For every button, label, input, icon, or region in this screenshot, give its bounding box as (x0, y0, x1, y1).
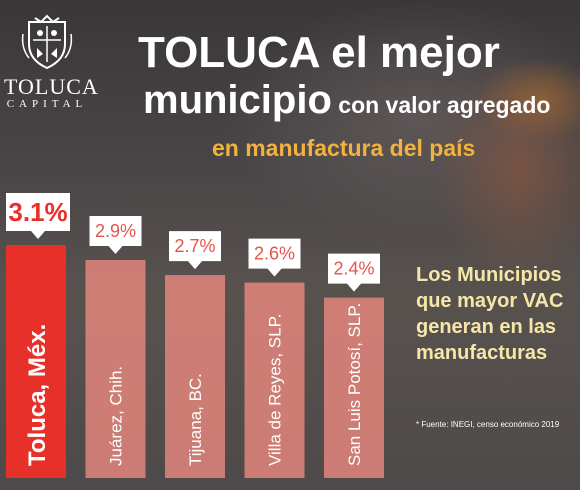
value-callout (6, 193, 70, 239)
category-label: Juárez, Chih. (107, 366, 126, 466)
headline-line-3: en manufactura del país (212, 135, 476, 161)
category-label: Tijuana, BC. (186, 373, 205, 466)
category-label: San Luis Potosí, SLP. (345, 303, 364, 466)
value-label: 2.9% (95, 221, 136, 241)
category-label: Villa de Reyes, SLP. (266, 314, 285, 466)
bar (324, 297, 384, 478)
value-label: 2.7% (174, 236, 215, 256)
side-caption-line: generan en las (416, 316, 557, 338)
value-callout (89, 216, 142, 255)
headline-line-1: TOLUCA el mejor (138, 28, 500, 77)
value-label: 2.4% (333, 259, 374, 279)
bar (244, 282, 305, 478)
category-label: Toluca, Méx. (24, 324, 51, 466)
side-caption-line: Los Municipios (416, 264, 562, 286)
bar (6, 245, 66, 478)
brand-subtitle: CAPITAL (6, 98, 88, 110)
source-note: * Fuente: INEGI, censo económico 2019 (416, 420, 560, 429)
bar (165, 275, 225, 478)
side-caption-line: manufacturas (416, 342, 548, 364)
headline-line-2: municipio con valor agregado (143, 78, 550, 131)
value-label: 3.1% (8, 197, 67, 227)
value-label: 2.6% (254, 244, 295, 264)
side-caption-line: que mayor VAC (416, 290, 564, 312)
toluca-capital-logo: TOLUCA CAPITAL (4, 14, 99, 110)
side-caption: Los Municipios que mayor VAC generan en … (416, 262, 563, 366)
value-callout (169, 231, 221, 270)
coat-of-arms-icon (21, 14, 73, 70)
headline-line-2-small: con valor agregado (331, 92, 551, 118)
brand-name: TOLUCA (4, 74, 99, 99)
value-callout (328, 253, 380, 292)
value-callout (248, 238, 301, 277)
bar (85, 260, 146, 478)
headline-line-2-big: municipio (143, 78, 332, 122)
